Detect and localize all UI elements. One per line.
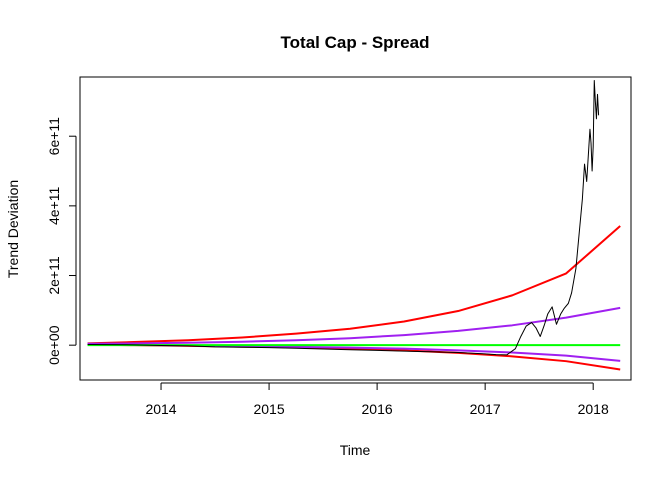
- x-axis-label: Time: [340, 442, 371, 458]
- y-axis: 0e+00 2e+11 4e+11 6e+11: [46, 117, 77, 365]
- y-tick-label: 2e+11: [46, 256, 62, 294]
- y-tick-label: 4e+11: [46, 187, 62, 225]
- series-line-1: [87, 225, 621, 345]
- series-line-3: [87, 306, 621, 345]
- chart-title: Total Cap - Spread: [281, 33, 430, 52]
- series-layer: [87, 79, 621, 371]
- x-tick-label: 2016: [362, 401, 393, 417]
- x-tick-label: 2017: [470, 401, 501, 417]
- x-axis: 2014 2015 2016 2017 2018: [145, 382, 609, 417]
- y-tick-label: 0e+00: [46, 325, 62, 365]
- plot-frame: [79, 76, 632, 381]
- x-tick-label: 2018: [578, 401, 609, 417]
- x-tick-label: 2015: [253, 401, 284, 417]
- series-line-0: [87, 79, 600, 356]
- y-tick-label: 6e+11: [46, 117, 62, 155]
- x-tick-label: 2014: [145, 401, 176, 417]
- y-axis-label: Trend Deviation: [5, 180, 21, 278]
